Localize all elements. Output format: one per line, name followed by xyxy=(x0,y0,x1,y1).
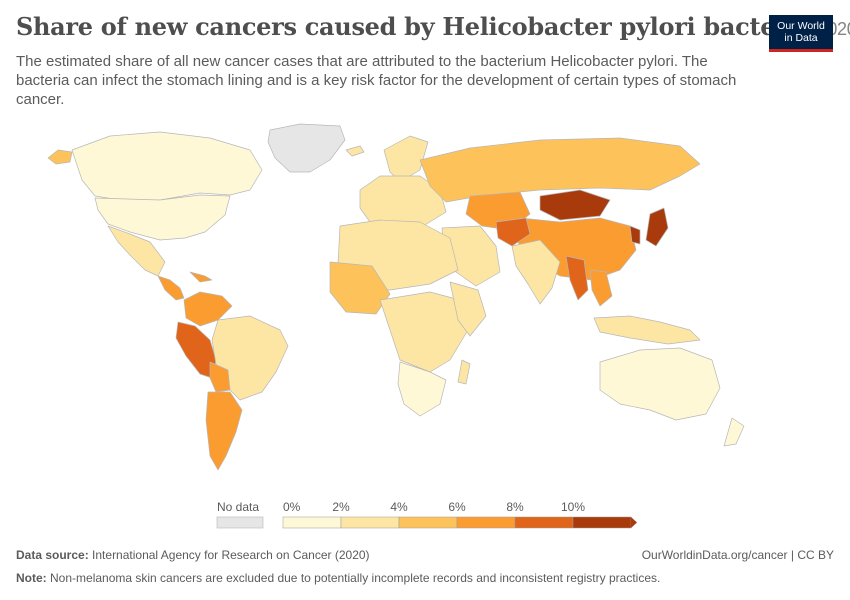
footer-site[interactable]: OurWorldinData.org/cancer | CC BY xyxy=(641,548,834,562)
region-myanmar[interactable] xyxy=(565,255,589,301)
legend-nodata-label: No data xyxy=(217,500,259,514)
region-usa[interactable] xyxy=(94,194,231,241)
legend-bin-0[interactable] xyxy=(282,516,342,529)
legend-bin-3[interactable] xyxy=(456,516,516,529)
region-west-africa[interactable] xyxy=(329,261,391,315)
region-greenland[interactable] xyxy=(267,123,346,173)
legend-tick-label: 6% xyxy=(448,500,466,514)
legend-tick-label: 2% xyxy=(332,500,350,514)
region-new-zealand[interactable] xyxy=(723,417,745,447)
legend-tick-label: 4% xyxy=(390,500,408,514)
region-caribbean[interactable] xyxy=(189,271,213,283)
region-east-africa[interactable] xyxy=(449,281,487,337)
legend-tick-label: 10% xyxy=(561,500,585,514)
region-europe[interactable] xyxy=(359,175,447,229)
region-brazil[interactable] xyxy=(211,315,289,401)
region-central-africa[interactable] xyxy=(379,291,469,373)
legend-bin-1[interactable] xyxy=(340,516,400,529)
region-japan[interactable] xyxy=(645,207,669,247)
legend-bin-2[interactable] xyxy=(398,516,458,529)
region-central-america[interactable] xyxy=(157,275,185,301)
world-map xyxy=(47,123,745,471)
legend-bin-4[interactable] xyxy=(514,516,574,529)
logo-line-2: in Data xyxy=(784,32,818,44)
color-legend: No data 0% 2% 4% 6% 8% 10% xyxy=(216,500,637,529)
legend-arrow xyxy=(631,517,637,528)
note-label: Note: xyxy=(16,571,47,585)
region-korea[interactable] xyxy=(629,225,641,245)
source-text[interactable]: International Agency for Research on Can… xyxy=(92,548,370,562)
chart-subtitle: The estimated share of all new cancer ca… xyxy=(16,53,737,108)
logo-line-1: Our World xyxy=(777,20,825,32)
region-australia[interactable] xyxy=(599,347,721,421)
region-madagascar[interactable] xyxy=(457,359,471,385)
region-mongolia[interactable] xyxy=(539,189,611,221)
region-scandinavia[interactable] xyxy=(383,135,429,183)
legend-tick-label: 0% xyxy=(283,500,301,514)
region-russia[interactable] xyxy=(419,137,701,203)
region-southern-africa[interactable] xyxy=(397,361,447,417)
region-southern-cone[interactable] xyxy=(205,391,243,471)
region-canada[interactable] xyxy=(71,131,263,201)
region-bolivia[interactable] xyxy=(209,361,231,393)
footer-source: Data source: International Agency for Re… xyxy=(16,548,370,562)
legend-bin-5[interactable] xyxy=(572,516,632,529)
note-text: Non-melanoma skin cancers are excluded d… xyxy=(50,571,661,585)
region-indochina[interactable] xyxy=(589,269,613,307)
source-label: Data source: xyxy=(16,548,89,562)
title-text: Share of new cancers caused by Helicobac… xyxy=(16,12,812,41)
region-iceland[interactable] xyxy=(345,145,365,157)
region-india[interactable] xyxy=(511,239,561,305)
region-indonesia[interactable] xyxy=(593,315,701,345)
region-colombia-venezuela[interactable] xyxy=(183,291,233,327)
owid-logo[interactable]: Our World in Data xyxy=(769,15,833,52)
region-afghanistan[interactable] xyxy=(495,217,531,247)
region-alaska[interactable] xyxy=(47,149,73,165)
legend-nodata-swatch[interactable] xyxy=(216,516,264,529)
footer-note: Note: Non-melanoma skin cancers are excl… xyxy=(16,571,660,585)
chart-title: Share of new cancers caused by Helicobac… xyxy=(16,12,850,41)
legend-tick-label: 8% xyxy=(506,500,524,514)
